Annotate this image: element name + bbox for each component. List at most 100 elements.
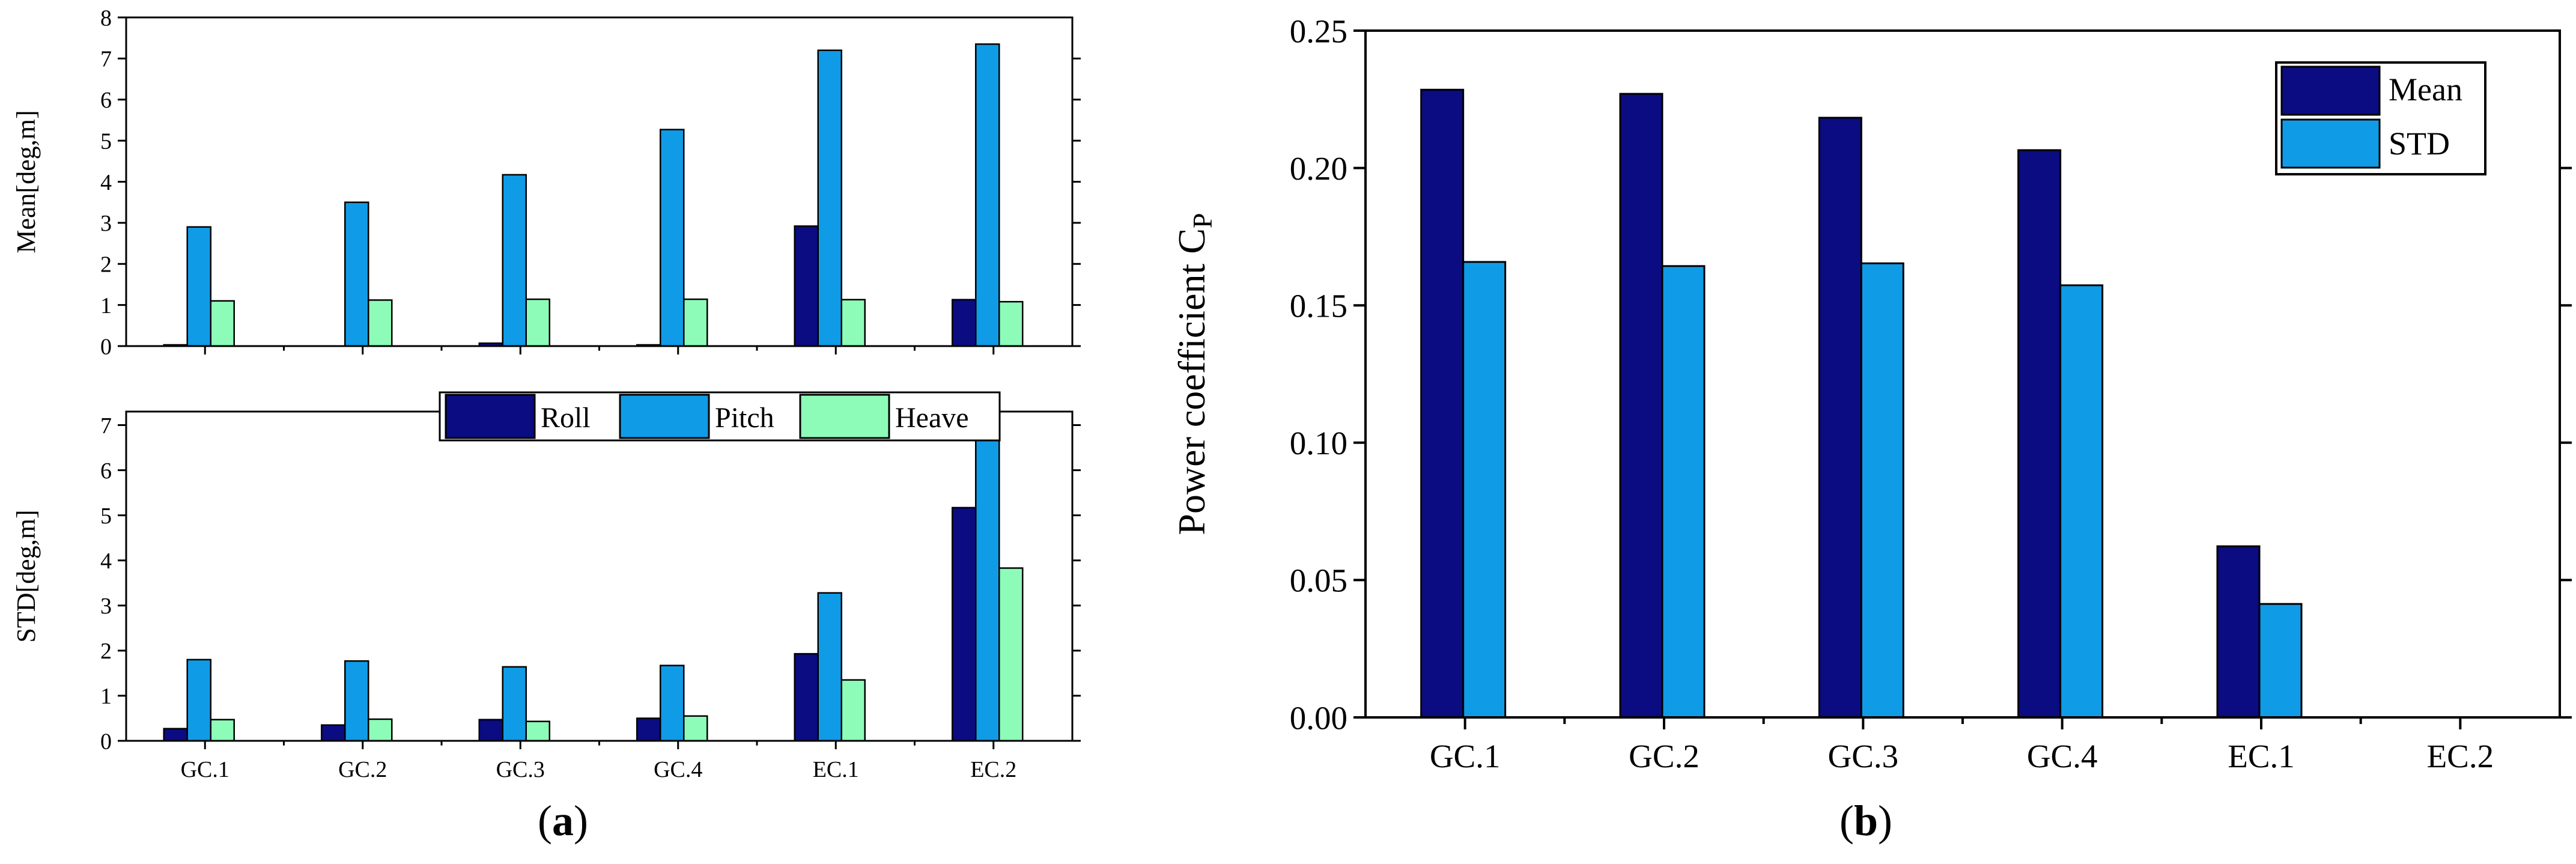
bar-heave-gc1: [210, 719, 235, 742]
bar-heave-gc2: [368, 299, 393, 347]
y-tick-label: 5: [100, 503, 112, 529]
bar-roll-gc2: [321, 724, 346, 742]
x-tick-label: GC.2: [338, 757, 387, 782]
bar-std-ec1: [2258, 603, 2303, 719]
bar-roll-gc3: [478, 719, 503, 742]
legend-label-pitch: Pitch: [715, 402, 774, 434]
bar-mean-gc4: [2017, 149, 2062, 719]
y-tick-label: 4: [100, 549, 112, 574]
panel-a-top-chart: 0 1 2 3 4 5 6 7 8 Mean[deg,m]: [11, 5, 1081, 359]
y-tick-label: 0.15: [1290, 287, 1347, 324]
bar-pitch-ec1: [817, 49, 842, 347]
panel-b-chart: 0.00 0.05 0.10 0.15 0.20 0.25 GC.1 GC.2 GC.3 GC.4…: [1170, 13, 2572, 774]
legend-label-roll: Roll: [541, 402, 591, 434]
y-axis-label-text: Mean[deg,m]: [11, 110, 41, 253]
bar-heave-gc4: [683, 715, 708, 742]
legend-swatch-std: [2280, 118, 2381, 169]
plot-frame: [125, 410, 1074, 742]
y-tick-label: 7: [100, 413, 112, 439]
y-tick-label: 0.05: [1290, 562, 1347, 599]
bar-pitch-gc1: [186, 659, 211, 742]
bar-roll-ec2: [952, 507, 977, 742]
bar-std-gc2: [1661, 265, 1706, 719]
bar-roll-ec1: [794, 225, 819, 347]
legend-swatch-pitch: [619, 394, 710, 439]
bar-heave-gc3: [525, 720, 550, 742]
y-tick-label: 0: [100, 729, 112, 754]
bar-roll-gc4: [636, 717, 661, 742]
legend-swatch-heave: [799, 394, 890, 439]
y-tick-label: 3: [100, 594, 112, 619]
bar-heave-ec2: [998, 300, 1024, 347]
bar-pitch-gc2: [344, 660, 369, 742]
y-tick-label: 0.00: [1290, 699, 1347, 736]
x-tick-label: GC.1: [181, 757, 229, 782]
y-tick-label: 5: [100, 129, 112, 154]
legend-swatch-mean: [2280, 65, 2381, 116]
bar-pitch-gc4: [660, 665, 685, 742]
bar-pitch-ec1: [817, 592, 842, 742]
x-tick-label: EC.2: [2427, 738, 2494, 774]
bar-roll-ec2: [952, 299, 977, 347]
panel-a-bottom-chart: 0 1 2 3 4 5 6 7 GC.1 GC.2 GC.3 GC.4 EC.1 EC.2 STD[deg,…: [11, 391, 1081, 782]
legend-label-std: STD: [2389, 126, 2450, 162]
x-tick-label: EC.2: [970, 757, 1016, 782]
legend-label-heave: Heave: [895, 402, 969, 434]
legend: Mean STD: [2275, 61, 2486, 175]
bar-heave-gc1: [210, 300, 235, 347]
plot-frame: [1364, 29, 2561, 719]
y-tick-label: 6: [100, 88, 112, 113]
y-axis-label-text: Power coefficient C: [1170, 228, 1213, 535]
y-axis-label-subscript: P: [1187, 213, 1218, 228]
bar-heave-ec1: [840, 679, 866, 742]
y-tick-label: 2: [100, 252, 112, 278]
bar-std-gc4: [2059, 284, 2104, 719]
y-tick-label: 0.20: [1290, 150, 1347, 187]
x-tick-label: GC.3: [496, 757, 545, 782]
y-tick-label: 2: [100, 639, 112, 664]
bar-heave-gc4: [683, 298, 708, 347]
y-tick-label: 3: [100, 211, 112, 236]
y-tick-label: 1: [100, 684, 112, 709]
x-tick-label: GC.4: [2027, 738, 2098, 774]
bar-heave-ec1: [840, 299, 866, 347]
legend: Roll Pitch Heave: [439, 391, 1001, 442]
bar-pitch-gc3: [502, 174, 527, 347]
x-tick-label: EC.1: [813, 757, 859, 782]
legend-swatch-roll: [445, 394, 536, 439]
bar-roll-gc1: [163, 728, 188, 742]
bar-heave-gc3: [525, 298, 550, 347]
y-axis-label: STD[deg,m]: [11, 510, 41, 642]
y-axis-label: Power coefficient CP: [1170, 213, 1218, 535]
bar-mean-ec1: [2216, 545, 2261, 719]
y-tick-label: 0.10: [1290, 425, 1347, 461]
y-tick-label: 6: [100, 458, 112, 484]
x-tick-label: GC.4: [654, 757, 702, 782]
x-tick-label: GC.2: [1629, 738, 1700, 774]
y-tick-label: 0.25: [1290, 13, 1347, 49]
bar-pitch-ec2: [975, 433, 1000, 742]
y-axis-label: Mean[deg,m]: [11, 110, 41, 253]
y-tick-label: 1: [100, 293, 112, 318]
bar-heave-gc2: [368, 718, 393, 742]
y-axis-label-text: STD[deg,m]: [11, 510, 41, 642]
y-tick-label: 4: [100, 170, 112, 195]
y-tick-label: 0: [100, 334, 112, 359]
plot-frame: [125, 16, 1074, 347]
bar-pitch-gc1: [186, 226, 211, 347]
x-tick-label: GC.3: [1828, 738, 1899, 774]
bar-mean-gc3: [1818, 117, 1862, 719]
bar-mean-gc1: [1420, 88, 1465, 719]
caption-a: (a): [538, 797, 588, 845]
caption-b: (b): [1839, 797, 1892, 845]
bar-roll-ec1: [794, 653, 819, 742]
bar-mean-gc2: [1619, 93, 1663, 719]
bar-pitch-gc4: [660, 129, 685, 347]
bar-std-gc1: [1462, 261, 1507, 719]
bar-pitch-gc3: [502, 666, 527, 742]
bar-std-gc3: [1860, 262, 1904, 719]
y-tick-label: 7: [100, 47, 112, 72]
x-tick-label: EC.1: [2228, 738, 2295, 774]
